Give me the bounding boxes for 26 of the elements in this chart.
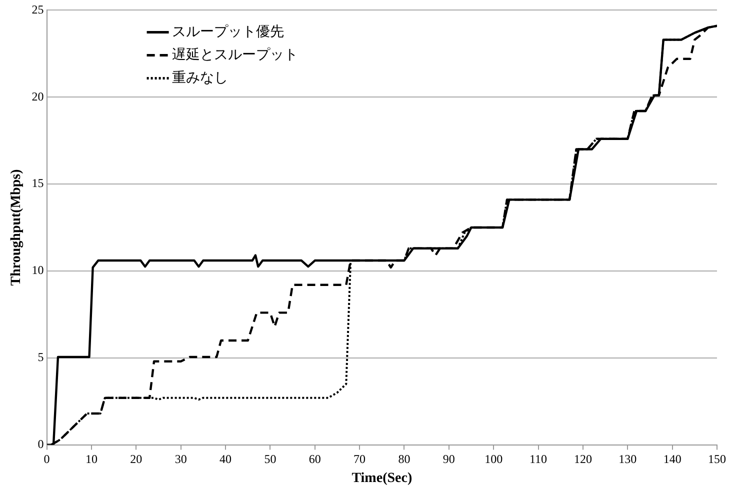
x-tick-label: 130 [618,452,637,466]
x-tick-label: 120 [574,452,592,466]
y-tick-label: 20 [32,89,44,104]
x-tick-label: 10 [85,452,98,466]
x-tick-label: 100 [484,452,503,466]
x-tick-label: 110 [530,452,548,466]
y-tick-label: 5 [38,350,44,364]
legend-label: 遅延とスループット [172,46,298,63]
x-tick-label: 40 [220,452,232,466]
x-axis-title: Time(Sec) [352,471,412,486]
x-tick-label: 90 [442,452,455,466]
x-tick-label: 140 [663,452,682,466]
x-tick-label: 70 [354,452,366,466]
x-tick-label: 80 [398,452,410,466]
y-tick-label: 25 [32,2,44,16]
legend-label: スループット優先 [172,24,284,40]
y-axis-title: Throughput(Mbps) [9,168,24,286]
x-tick-label: 30 [174,452,187,466]
x-tick-label: 20 [130,452,142,466]
x-tick-label: 150 [708,452,726,466]
y-tick-label: 15 [32,176,44,190]
legend-label: 重みなし [172,70,228,86]
y-tick-label: 10 [32,263,44,278]
x-tick-label: 50 [264,452,276,466]
y-tick-label: 0 [38,436,44,451]
x-tick-label: 60 [308,452,321,466]
